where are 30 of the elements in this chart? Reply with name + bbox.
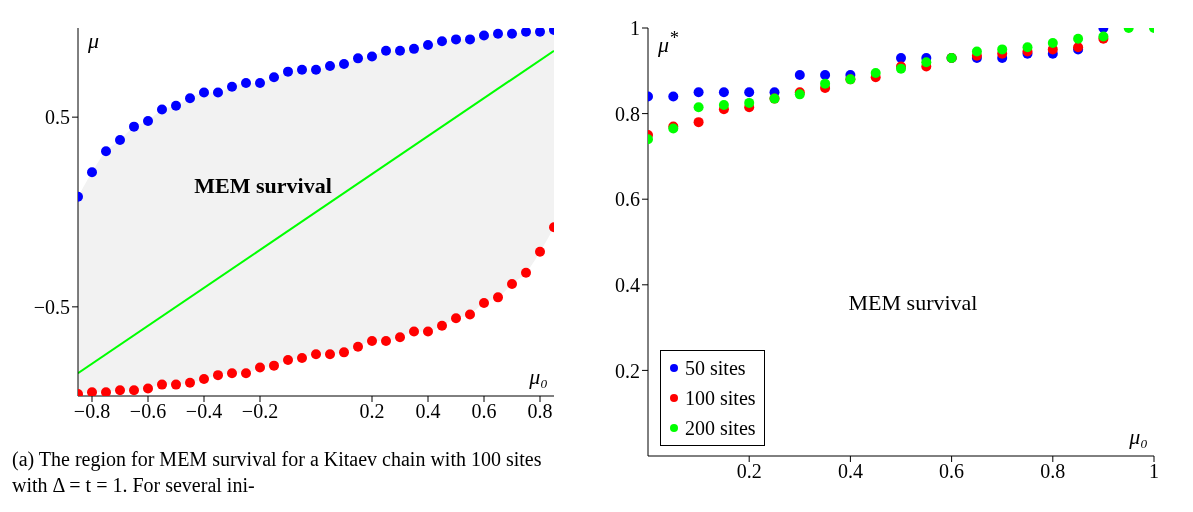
y-tick-label: −0.5 [33,295,70,318]
legend-label: 100 sites [685,386,756,411]
annotation: MEM survival [193,172,333,199]
x-axis-title: μ₀ [529,364,548,390]
x-tick-label: 0.4 [415,400,441,423]
y-tick-label: 0.5 [45,106,70,129]
y-tick-label: 0.4 [615,273,640,296]
x-tick-label: 0.8 [1040,460,1066,483]
legend-label: 50 sites [685,356,746,381]
x-tick-label: 0.2 [736,460,762,483]
legend-label: 200 sites [685,416,756,441]
y-tick-label: 0.8 [615,102,640,125]
x-tick-label: −0.6 [129,400,167,423]
x-tick-label: −0.4 [185,400,223,423]
x-tick-label: 0.4 [837,460,863,483]
x-tick-label: 0.2 [359,400,385,423]
x-axis-title: μ₀ [1129,424,1148,450]
y-tick-label: 0.2 [615,359,640,382]
x-tick-label: −0.8 [73,400,111,423]
text: (a) The region for MEM survival for a Kitaev chain with 100 sites with Δ = t = 1. For several ini- [12,447,543,498]
annotation: MEM survival [848,289,978,315]
y-tick-label: 1 [630,17,640,40]
x-tick-label: 0.6 [471,400,497,423]
x-tick-label: 0.6 [939,460,965,483]
x-tick-label: −0.2 [241,400,279,423]
x-tick-label: 1 [1149,460,1159,483]
y-tick-label: 0.6 [615,188,640,211]
y-axis-title: μ$^{*}$ [658,28,679,59]
y-axis-title: μ [88,28,100,54]
x-tick-label: 0.8 [527,400,553,423]
